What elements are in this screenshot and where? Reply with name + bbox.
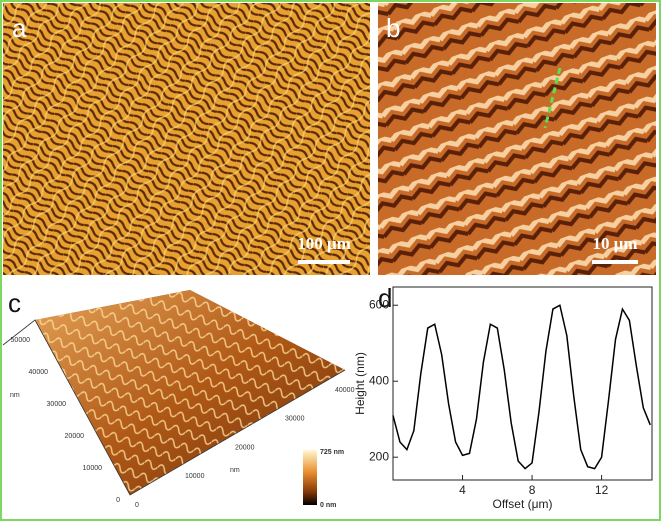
panel-d: d 4 8 12 200 400 600 Offset (μm) Height (nm) xyxy=(353,283,653,511)
y-tick-label: 10000 xyxy=(83,465,103,472)
y-tick-label: 20000 xyxy=(65,433,85,440)
y-tick-label: 400 xyxy=(369,373,389,387)
x-tick-label: 8 xyxy=(529,483,536,497)
panel-label: b xyxy=(386,13,400,43)
scale-bar-label: 10 μm xyxy=(592,234,637,253)
panel-a: a 100 μm xyxy=(3,3,370,275)
y-tick-label: 30000 xyxy=(47,401,67,408)
y-tick-label: 600 xyxy=(369,297,389,311)
profile-line xyxy=(543,67,562,129)
colorbar-min: 0 nm xyxy=(320,502,336,509)
x-tick-label: 30000 xyxy=(285,416,305,423)
scale-bar-label: 100 μm xyxy=(297,234,351,253)
axis-frame xyxy=(2,319,346,496)
panel-b: b 10 μm xyxy=(378,3,656,275)
y-tick-label: 0 xyxy=(116,497,120,504)
y-tick-label: 50000 xyxy=(11,337,31,344)
colorbar-max: 725 nm xyxy=(320,449,344,456)
x-tick-label: 0 xyxy=(135,502,139,509)
x-tick-label: 20000 xyxy=(235,444,255,451)
x-tick-label: 12 xyxy=(595,483,609,497)
panel-label: d xyxy=(378,283,392,313)
line xyxy=(392,304,651,470)
y-axis-label: Height (nm) xyxy=(353,352,367,415)
plot-frame xyxy=(392,286,653,481)
y-tick-label: 200 xyxy=(369,449,389,463)
axis-label: nm xyxy=(230,467,240,474)
x-axis-label: Offset (μm) xyxy=(492,497,552,511)
scale-bar xyxy=(298,260,350,264)
panel-label: a xyxy=(12,13,27,43)
surface-ridges xyxy=(35,290,345,495)
panel-c: c nm nm 725 nm 0 nm 50000 40000 30000 20000… xyxy=(2,288,355,509)
panel-b-image xyxy=(378,3,656,275)
axis-label: nm xyxy=(10,392,20,399)
x-tick-label: 10000 xyxy=(185,473,205,480)
x-tick-label: 40000 xyxy=(335,387,355,394)
scale-bar xyxy=(592,260,638,264)
y-tick-label: 40000 xyxy=(29,369,49,376)
panel-a-texture xyxy=(3,3,370,275)
x-tick-label: 4 xyxy=(459,483,466,497)
panel-label: c xyxy=(8,288,21,318)
colorbar xyxy=(303,450,317,505)
